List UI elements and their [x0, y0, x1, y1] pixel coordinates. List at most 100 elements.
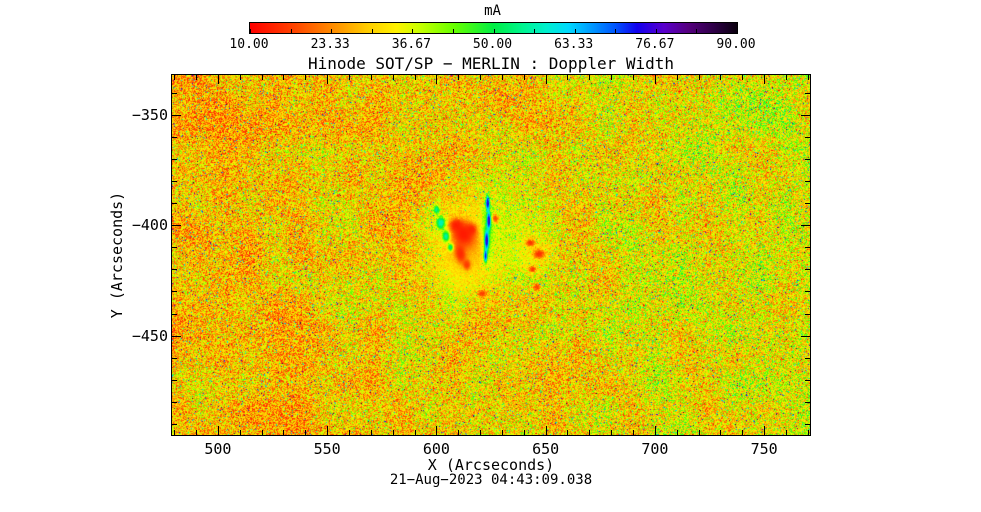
axis-tick [436, 75, 437, 84]
axis-tick [480, 75, 481, 80]
axis-tick [764, 426, 765, 435]
axis-tick [655, 75, 656, 84]
axis-tick [742, 75, 743, 80]
colorbar-tick [615, 29, 617, 33]
axis-tick [567, 75, 568, 80]
axis-tick [196, 75, 197, 80]
axis-tick [805, 291, 810, 292]
axis-tick [805, 269, 810, 270]
axis-tick [218, 75, 219, 84]
axis-tick [240, 430, 241, 435]
colorbar-tick-label: 76.67 [635, 37, 675, 52]
axis-tick [327, 426, 328, 435]
colorbar-tick [737, 29, 738, 33]
y-tick-label: −400 [131, 216, 168, 235]
colorbar-tick [371, 29, 373, 33]
colorbar-tick-label: 50.00 [472, 37, 513, 52]
axis-tick [172, 115, 181, 116]
axis-tick [805, 314, 810, 315]
axis-tick [172, 159, 177, 160]
axis-tick [371, 430, 372, 435]
axis-tick [546, 426, 547, 435]
colorbar-tick-label: 90.00 [716, 37, 756, 52]
axis-tick [801, 225, 810, 226]
axis-tick [436, 426, 437, 435]
axis-tick [305, 430, 306, 435]
x-tick-label: 650 [532, 440, 560, 458]
axis-tick [805, 380, 810, 381]
colorbar-tick [574, 29, 576, 33]
colorbar-tick [534, 29, 536, 33]
colorbar-tick-label: 36.67 [391, 37, 431, 52]
axis-tick [371, 75, 372, 80]
x-axis-label: X (Arcseconds) [427, 456, 555, 474]
axis-tick [218, 426, 219, 435]
axis-tick [172, 291, 177, 292]
axis-tick [764, 75, 765, 84]
axis-tick [172, 380, 177, 381]
axis-tick [524, 75, 525, 80]
colorbar-tick-label: 63.33 [554, 37, 594, 52]
axis-tick [349, 430, 350, 435]
x-tick-label: 500 [204, 440, 232, 458]
axis-tick [172, 358, 177, 359]
axis-tick [172, 225, 181, 226]
axis-tick [262, 430, 263, 435]
axis-tick [283, 75, 284, 80]
colorbar-tick [331, 29, 333, 33]
axis-tick [480, 430, 481, 435]
axis-tick [174, 430, 175, 435]
axis-tick [393, 75, 394, 80]
axis-tick [502, 75, 503, 80]
axis-tick [349, 75, 350, 80]
axis-tick [172, 137, 177, 138]
y-axis-label: Y (Arcseconds) [108, 191, 126, 319]
plot-area [171, 74, 811, 436]
axis-tick [633, 430, 634, 435]
axis-tick [172, 314, 177, 315]
axis-tick [172, 402, 177, 403]
axis-tick [808, 430, 809, 435]
axis-tick [699, 75, 700, 80]
axis-tick [172, 203, 177, 204]
plot-title: Hinode SOT/SP − MERLIN : Doppler Width [307, 54, 675, 73]
axis-tick [742, 430, 743, 435]
axis-tick [611, 430, 612, 435]
axis-tick [633, 75, 634, 80]
doppler-width-heatmap [172, 75, 810, 435]
axis-tick [172, 336, 181, 337]
colorbar-tick [493, 29, 495, 33]
timestamp: 21−Aug−2023 04:43:09.038 [389, 472, 593, 488]
axis-tick [327, 75, 328, 84]
axis-tick [805, 203, 810, 204]
axis-tick [172, 181, 177, 182]
axis-tick [393, 430, 394, 435]
axis-tick [567, 430, 568, 435]
axis-tick [805, 358, 810, 359]
axis-tick [240, 75, 241, 80]
axis-tick [172, 269, 177, 270]
axis-tick [589, 75, 590, 80]
axis-tick [805, 159, 810, 160]
axis-tick [415, 75, 416, 80]
axis-tick [786, 430, 787, 435]
axis-tick [458, 430, 459, 435]
axis-tick [805, 402, 810, 403]
colorbar-title: mA [484, 3, 501, 19]
axis-tick [699, 430, 700, 435]
colorbar-tick [290, 29, 292, 33]
axis-tick [677, 430, 678, 435]
axis-tick [801, 336, 810, 337]
axis-tick [172, 93, 177, 94]
y-tick-label: −350 [131, 105, 168, 124]
axis-tick [611, 75, 612, 80]
axis-tick [172, 424, 177, 425]
axis-tick [805, 247, 810, 248]
x-tick-label: 750 [750, 440, 778, 458]
axis-tick [801, 115, 810, 116]
axis-tick [805, 424, 810, 425]
axis-tick [720, 75, 721, 80]
colorbar-tick-label: 10.00 [229, 37, 269, 52]
axis-tick [415, 430, 416, 435]
axis-tick [677, 75, 678, 80]
